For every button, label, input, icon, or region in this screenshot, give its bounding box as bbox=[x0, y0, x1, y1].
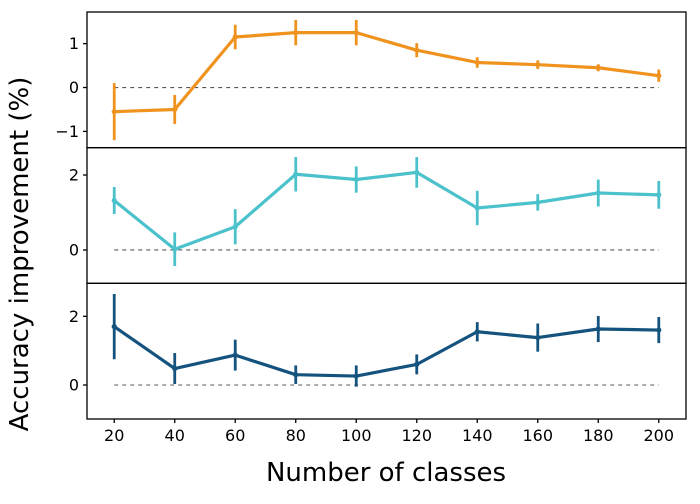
data-point-marker bbox=[232, 34, 238, 40]
data-point-marker bbox=[414, 47, 420, 53]
data-point-marker bbox=[656, 192, 662, 198]
subplot-spines bbox=[86, 282, 687, 420]
y-tick-label: 1 bbox=[69, 34, 79, 53]
x-tick-label: 80 bbox=[286, 426, 306, 445]
x-tick-label: 120 bbox=[401, 426, 432, 445]
data-point-marker bbox=[293, 30, 299, 36]
series-line bbox=[112, 31, 661, 114]
data-point-marker bbox=[535, 335, 541, 341]
y-tick-label: 0 bbox=[69, 78, 79, 97]
data-point-marker bbox=[656, 327, 662, 333]
data-point-marker bbox=[595, 190, 601, 196]
subplot-top: 1 0 −1 bbox=[55, 11, 687, 149]
x-tick-label: 200 bbox=[643, 426, 674, 445]
x-tick-label: 160 bbox=[522, 426, 553, 445]
data-point-marker bbox=[232, 352, 238, 358]
subplot-middle: 20 bbox=[69, 147, 687, 284]
subplot-bottom: 20 bbox=[69, 282, 687, 420]
data-point-marker bbox=[353, 30, 359, 36]
x-tick-label: 180 bbox=[583, 426, 614, 445]
y-tick-label: 0 bbox=[69, 375, 79, 394]
data-point-marker bbox=[293, 171, 299, 177]
y-tick-label: 2 bbox=[69, 166, 79, 185]
data-point-marker bbox=[172, 365, 178, 372]
x-tick-label: 60 bbox=[225, 426, 245, 445]
data-point-marker bbox=[474, 329, 480, 335]
data-point-marker bbox=[111, 324, 117, 330]
data-point-marker bbox=[172, 246, 178, 252]
y-axis-label: Accuracy improvement (%) bbox=[5, 77, 35, 432]
data-point-marker bbox=[293, 372, 299, 378]
data-point-marker bbox=[474, 59, 480, 66]
x-tick-label: 20 bbox=[104, 426, 124, 445]
x-tick-label: 140 bbox=[462, 426, 493, 445]
series-line bbox=[112, 170, 661, 251]
data-point-marker bbox=[111, 197, 117, 204]
x-axis-label: Number of classes bbox=[266, 458, 506, 488]
data-point-marker bbox=[595, 326, 601, 332]
data-point-marker bbox=[172, 106, 178, 113]
subplot-spines bbox=[86, 11, 687, 149]
y-tick-label: −1 bbox=[55, 122, 79, 141]
data-point-marker bbox=[474, 205, 480, 211]
data-point-marker bbox=[353, 373, 359, 379]
subplot-spines bbox=[86, 147, 687, 284]
data-point-marker bbox=[353, 176, 359, 183]
data-point-marker bbox=[595, 65, 601, 71]
data-point-marker bbox=[535, 199, 541, 205]
series-line bbox=[112, 325, 661, 378]
data-point-marker bbox=[414, 169, 420, 176]
x-tick-label: 100 bbox=[341, 426, 372, 445]
data-point-marker bbox=[111, 109, 117, 115]
data-point-marker bbox=[535, 62, 541, 68]
x-tick-label: 40 bbox=[165, 426, 185, 445]
data-point-marker bbox=[232, 224, 238, 230]
data-point-marker bbox=[414, 361, 420, 367]
data-point-marker bbox=[656, 73, 662, 79]
x-axis-ticks: 20 40 60 80 100 120 140 160 180 200 bbox=[104, 419, 674, 445]
y-tick-label: 2 bbox=[69, 307, 79, 326]
y-tick-label: 0 bbox=[69, 240, 79, 259]
